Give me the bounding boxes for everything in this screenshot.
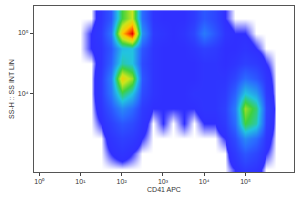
svg-text:SS-H :: SS INT LIN: SS-H :: SS INT LIN [8, 59, 15, 119]
svg-text:10³: 10³ [158, 178, 169, 185]
svg-text:10²: 10² [117, 178, 128, 185]
svg-text:10⁵: 10⁵ [240, 178, 251, 185]
svg-text:10⁵: 10⁵ [18, 29, 29, 36]
svg-text:10¹: 10¹ [75, 178, 86, 185]
svg-text:10⁴: 10⁴ [199, 178, 210, 185]
svg-text:CD41 APC: CD41 APC [147, 186, 181, 193]
svg-text:10⁴: 10⁴ [18, 90, 29, 97]
svg-text:10⁰: 10⁰ [34, 178, 45, 185]
